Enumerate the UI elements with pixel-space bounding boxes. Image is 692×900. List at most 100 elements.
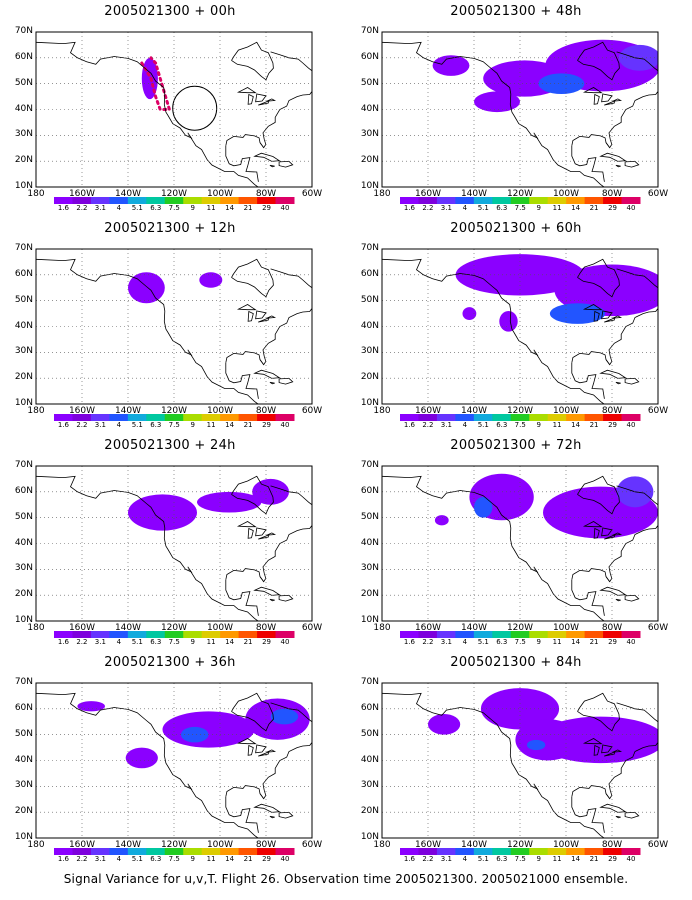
lon-tick-label: 180 (373, 406, 391, 416)
map-frame (35, 31, 313, 188)
colorbar-label: 4 (462, 421, 468, 429)
panel-title: 2005021300 + 72h (450, 438, 582, 453)
colorbar-label: 11 (552, 204, 562, 212)
lon-tick-label: 80W (601, 406, 623, 416)
coastline (577, 692, 620, 732)
colorbar-swatch (90, 197, 110, 204)
colorbar-label: 1.6 (57, 204, 70, 212)
colorbar-swatch (473, 414, 493, 421)
colorbar-label: 2.2 (422, 855, 434, 863)
coastline (616, 702, 658, 723)
colorbar-label: 4 (116, 204, 122, 212)
coastline (604, 100, 615, 106)
colorbar-label: 40 (280, 204, 290, 212)
lat-tick-label: 60N (360, 702, 379, 713)
colorbar-label: 14 (225, 855, 235, 863)
lon-tick-label: 120W (506, 189, 534, 199)
lat-tick-label: 60N (14, 51, 33, 62)
colorbar-label: 3.1 (94, 638, 106, 646)
colorbar-swatch (109, 848, 129, 855)
map-panel: 2005021300 + 00h 70N 60N 50N 40N 30N 20N 10N 180… (0, 4, 340, 219)
colorbar-swatch (183, 848, 203, 855)
colorbar-label: 40 (626, 421, 636, 429)
colorbar-label: 29 (262, 638, 271, 646)
colorbar-swatch (220, 414, 240, 421)
lat-tick-label: 30N (14, 780, 33, 791)
lat-tick-label: 20N (14, 589, 33, 600)
colorbar-label: 4 (462, 638, 468, 646)
colorbar-label: 11 (206, 855, 216, 863)
colorbar-swatch (54, 631, 73, 638)
colorbar-swatch (220, 848, 240, 855)
colorbar-label: 40 (626, 638, 636, 646)
colorbar-label: 2.2 (76, 855, 88, 863)
colorbar-swatch (529, 197, 549, 204)
lat-tick-label: 40N (14, 103, 33, 114)
coastline (599, 803, 627, 813)
colorbar-label: 40 (280, 855, 290, 863)
colorbar-swatch (127, 848, 147, 855)
colorbar-swatch (72, 197, 92, 204)
coastline (599, 152, 627, 162)
coastline (605, 793, 611, 799)
lat-tick-label: 40N (360, 754, 379, 765)
colorbar-label: 5.1 (477, 421, 489, 429)
lon-tick-label: 180 (373, 840, 391, 850)
colorbar-swatch (492, 848, 512, 855)
lon-tick-label: 160W (68, 406, 96, 416)
colorbar-swatch (400, 631, 419, 638)
lat-tick-label: 40N (14, 320, 33, 331)
colorbar-label: 5.1 (477, 855, 489, 863)
lat-tick-label: 20N (14, 372, 33, 383)
colorbar-label: 11 (552, 421, 562, 429)
colorbar-label: 7.5 (514, 855, 526, 863)
colorbar-label: 40 (626, 855, 636, 863)
colorbar-swatch (547, 631, 567, 638)
coastline (258, 534, 269, 540)
colorbar-swatch (566, 848, 586, 855)
lon-tick-label: 160W (414, 189, 442, 199)
coastline (605, 576, 611, 582)
lat-tick-label: 60N (360, 485, 379, 496)
variance-contour (432, 55, 470, 76)
colorbar-swatch (275, 197, 295, 204)
colorbar-swatch (603, 414, 623, 421)
colorbar-swatch (275, 414, 295, 421)
lon-tick-label: 160W (414, 840, 442, 850)
coastline (571, 308, 658, 366)
variance-contour (474, 497, 493, 518)
lon-tick-label: 60W (301, 189, 323, 199)
lat-tick-label: 60N (14, 702, 33, 713)
map-frame (381, 31, 659, 188)
colorbar-swatch (238, 414, 258, 421)
variance-contour (197, 491, 262, 513)
lat-tick-label: 60N (14, 268, 33, 279)
colorbar-swatch (238, 848, 258, 855)
lat-tick-label: 50N (360, 511, 379, 522)
colorbar-label: 29 (262, 855, 271, 863)
coastline (605, 359, 611, 365)
colorbar-swatch (54, 197, 73, 204)
variance-contour (199, 272, 223, 288)
coastline (278, 811, 294, 819)
lat-tick-label: 70N (14, 243, 33, 253)
colorbar-label: 5.1 (131, 204, 143, 212)
coastline (225, 742, 312, 800)
coastline (247, 310, 254, 322)
map-svg (35, 682, 313, 855)
coastline (612, 749, 623, 753)
lat-tick-label: 20N (360, 806, 379, 817)
lat-tick-label: 10N (360, 615, 379, 625)
coastline (612, 98, 623, 102)
colorbar-label: 21 (243, 855, 253, 863)
colorbar-label: 5.1 (477, 204, 489, 212)
panel-title: 2005021300 + 24h (104, 438, 236, 453)
colorbar-swatch (418, 197, 438, 204)
coastline (269, 815, 275, 819)
colorbar-swatch (220, 197, 240, 204)
coastline (270, 702, 312, 723)
coastline (270, 268, 312, 289)
lat-tick-label: 40N (14, 537, 33, 548)
coastline (582, 521, 603, 528)
colorbar-swatch (547, 848, 567, 855)
